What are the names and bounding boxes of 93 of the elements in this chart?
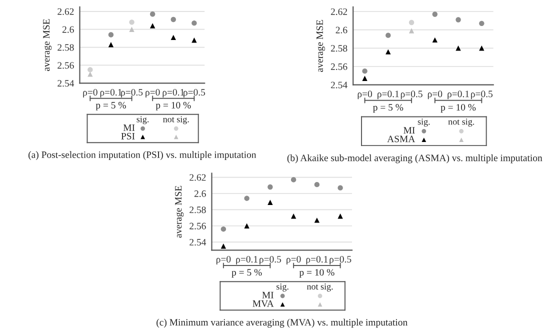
text: sig.: [276, 284, 288, 292]
text: not sig.: [306, 284, 333, 292]
legend-label: MI: [123, 124, 135, 131]
text: p = 5 %: [96, 102, 126, 110]
x-tick-label: ρ=0.1: [236, 256, 258, 265]
y-tick-label: 2.54: [58, 80, 74, 87]
x-tick-label: ρ=0: [216, 256, 231, 265]
text: p = 10 %: [440, 104, 476, 113]
point: [192, 38, 197, 43]
legend-label: MI: [404, 127, 415, 134]
point: [170, 16, 176, 22]
point: [362, 76, 368, 81]
text: sig.: [136, 116, 149, 124]
x-tick-label: ρ=0.1: [448, 90, 469, 100]
x-tick-label: ρ=0: [83, 88, 98, 98]
text: not sig.: [163, 116, 189, 124]
point: [220, 243, 226, 249]
y-tick-label: 2.58: [58, 44, 74, 51]
point: [170, 34, 176, 40]
x-tick-label: ρ=0: [146, 88, 160, 98]
y-tick-label: 2.6: [194, 190, 206, 197]
text: p = 5 %: [232, 269, 262, 278]
point: [290, 214, 296, 219]
y-tick-label: 2.56: [58, 62, 74, 69]
x-tick-label: ρ=0.5: [121, 88, 143, 98]
point: [338, 214, 343, 219]
text: p = 10 %: [156, 102, 191, 110]
y-tick-label: 2.58: [330, 45, 348, 52]
point: [244, 223, 250, 228]
x-tick-label: ρ=0.5: [330, 256, 352, 265]
legend-label: ASMA: [387, 136, 416, 142]
y-tick-label: 2.58: [190, 206, 206, 214]
point: [432, 37, 438, 43]
point: [479, 20, 484, 26]
y-tick-label: 2.54: [330, 82, 348, 88]
point: [314, 182, 320, 188]
x-tick-label: ρ=0.1: [100, 88, 122, 98]
point: [456, 17, 461, 22]
point: [150, 12, 156, 17]
legend-label: MI: [262, 292, 274, 298]
y-axis-title: average MSE: [43, 19, 52, 72]
point: [408, 28, 414, 34]
x-tick-label: ρ=0.5: [184, 88, 206, 98]
point: [244, 196, 250, 201]
point: [108, 42, 114, 48]
y-tick-label: 2.62: [330, 8, 348, 16]
x-tick-label: ρ=0.1: [378, 90, 399, 100]
y-axis-title: average MSE: [175, 186, 184, 238]
point: [338, 185, 343, 190]
x-tick-label: ρ=0: [286, 256, 301, 265]
text: (b) Akaike sub-model averaging (ASMA) vs. multiple imputation: [287, 154, 542, 164]
x-tick-label: ρ=0.1: [306, 256, 328, 265]
y-tick-label: 2.56: [330, 63, 348, 70]
point: [129, 20, 134, 25]
point: [192, 20, 197, 26]
point: [268, 184, 273, 190]
text: sig.: [418, 118, 430, 127]
point: [408, 20, 414, 26]
point: [290, 177, 296, 182]
point: [456, 46, 461, 51]
text: p = 10 %: [299, 269, 334, 278]
point: [129, 26, 134, 32]
point: [88, 67, 93, 72]
text: p = 5 %: [373, 104, 404, 113]
text: not sig.: [448, 118, 474, 127]
y-tick-label: 2.6: [62, 26, 74, 33]
y-axis-title: average MSE: [316, 20, 325, 72]
text: (c) Minimum variance averaging (MVA) vs. multiple imputation: [156, 318, 408, 328]
y-tick-label: 2.62: [190, 174, 206, 181]
point: [268, 200, 273, 205]
y-tick-label: 2.56: [190, 222, 206, 230]
legend-label: MVA: [252, 300, 274, 307]
point: [362, 68, 368, 74]
point: [314, 218, 320, 223]
y-tick-label: 2.6: [336, 26, 348, 34]
point: [88, 72, 93, 77]
text: (a) Post-selection imputation (PSI) vs. multiple imputation: [28, 151, 256, 160]
x-tick-label: ρ=0: [428, 90, 442, 100]
x-tick-label: ρ=0.5: [400, 90, 422, 100]
legend-label: PSI: [121, 132, 135, 140]
point: [432, 12, 438, 17]
x-tick-label: ρ=0.5: [260, 256, 282, 265]
point: [150, 23, 156, 28]
x-tick-label: ρ=0.1: [162, 88, 184, 98]
point: [386, 32, 391, 38]
y-tick-label: 2.54: [190, 238, 206, 246]
point: [108, 32, 114, 38]
x-tick-label: ρ=0: [358, 90, 372, 100]
point: [386, 49, 391, 54]
point: [220, 226, 226, 232]
point: [479, 46, 484, 51]
x-tick-label: ρ=0.5: [471, 90, 493, 100]
y-tick-label: 2.62: [58, 8, 74, 15]
